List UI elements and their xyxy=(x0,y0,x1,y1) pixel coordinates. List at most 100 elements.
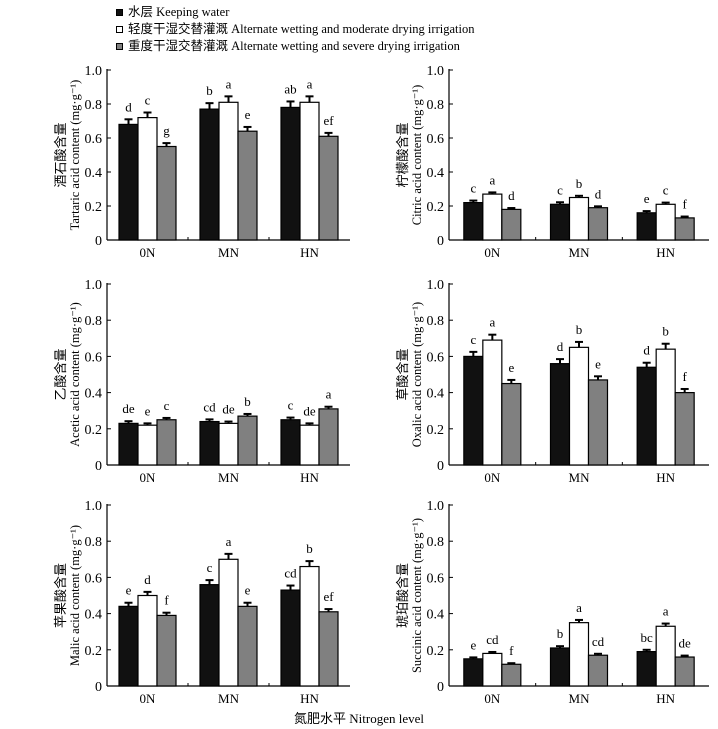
panel-2-bar xyxy=(587,207,609,241)
panel-5-bar xyxy=(199,584,220,687)
panel-1-bar xyxy=(137,116,158,241)
panel-2-x-tick-label: MN xyxy=(569,245,591,260)
panel-6-significance-label: a xyxy=(576,600,582,615)
panel-4-y-tick-label: 0.6 xyxy=(427,350,445,365)
panel-6-significance-label: a xyxy=(663,604,669,619)
panel-6-significance-label: de xyxy=(679,636,692,651)
panel-4-bar xyxy=(549,363,571,466)
panel-5-y-tick-label: 1.0 xyxy=(85,499,103,514)
panel-1-y-label-en: Tartaric acid content (mg·g⁻¹) xyxy=(68,80,82,231)
panel-6-significance-label: cd xyxy=(592,634,605,649)
panel-6-bar xyxy=(463,658,484,687)
panel-3-y-label-en: Acetic acid content (mg·g⁻¹) xyxy=(68,302,82,447)
legend-swatch-black xyxy=(116,9,123,16)
panel-2-y-tick-label: 0.2 xyxy=(427,200,445,215)
panel-4-y-tick-label: 0.8 xyxy=(427,314,445,329)
panel-4-y-tick-label: 0.4 xyxy=(427,387,445,402)
panel-2-y-label-cn: 柠檬酸含量 xyxy=(395,122,410,187)
panel-2-y-tick-label: 1.0 xyxy=(427,64,445,79)
panel-2-bar xyxy=(482,193,503,241)
panel-1-y-tick-label: 0.2 xyxy=(85,200,103,215)
panel-6-y-tick-label: 0 xyxy=(437,680,444,695)
panel-5-y-tick-label: 0 xyxy=(95,680,102,695)
panel-4-bar xyxy=(501,382,522,466)
panel-2-significance-label: d xyxy=(595,186,602,201)
panel-1-x-tick-label: 0N xyxy=(140,245,157,260)
panel-3-significance-label: cd xyxy=(203,399,216,414)
panel-1-y-label-cn: 酒石酸含量 xyxy=(53,122,68,187)
panel-6-bar xyxy=(587,654,609,687)
panel-1-significance-label: c xyxy=(145,93,151,108)
panel-2-x-tick-label: HN xyxy=(656,245,675,260)
panel-3-y-tick-label: 0.4 xyxy=(85,387,103,402)
panel-4-bar xyxy=(674,392,695,466)
panel-4-significance-label: f xyxy=(682,369,687,384)
panel-6-bar xyxy=(655,625,676,687)
panel-6-y-tick-label: 0.6 xyxy=(427,571,445,586)
panel-2-y-tick-label: 0.6 xyxy=(427,132,445,147)
panel-5-bar xyxy=(156,614,177,687)
panel-3-significance-label: a xyxy=(326,387,332,402)
panel-4-bar xyxy=(482,339,503,466)
panel-5-significance-label: b xyxy=(306,541,313,556)
panel-2-significance-label: d xyxy=(508,188,515,203)
panel-6-bar xyxy=(674,656,695,687)
panel-4-bar xyxy=(587,379,609,466)
panel-6-bar xyxy=(636,651,657,687)
panel-3-y-label-cn: 乙酸含量 xyxy=(53,348,68,400)
panel-1-y-tick-label: 0.8 xyxy=(85,98,103,113)
panel-5-bar xyxy=(137,594,158,687)
panel-2-bar xyxy=(501,208,522,241)
panel-1-significance-label: e xyxy=(245,107,251,122)
legend-item-severe-drying: 重度干湿交替灌溉 Alternate wetting and severe dr… xyxy=(116,38,474,55)
panel-1-significance-label: d xyxy=(125,99,132,114)
panel-3-y-tick-label: 0.8 xyxy=(85,314,103,329)
panel-1-bar xyxy=(218,101,239,241)
legend-swatch-gray xyxy=(116,43,123,50)
panel-6-y-label-cn: 琥珀酸含量 xyxy=(395,563,410,628)
panel-6-bar xyxy=(501,663,522,687)
panel-2-y-tick-label: 0 xyxy=(437,234,444,249)
panel-3-bar xyxy=(237,415,258,466)
panel-3-x-tick-label: MN xyxy=(218,470,240,485)
panel-3-y-tick-label: 0.2 xyxy=(85,423,103,438)
panel-1-x-tick-label: MN xyxy=(218,245,240,260)
legend-label: 重度干湿交替灌溉 Alternate wetting and severe dr… xyxy=(128,39,460,53)
panel-5-x-tick-label: 0N xyxy=(140,691,157,706)
panel-1-significance-label: a xyxy=(307,76,313,91)
panel-3-significance-label: de xyxy=(303,403,316,418)
panel-4-y-label-en: Oxalic acid content (mg·g⁻¹) xyxy=(410,302,424,447)
panel-3-bar xyxy=(280,419,301,466)
panel-2-x-tick-label: 0N xyxy=(484,245,501,260)
panel-5-y-label-en: Malic acid content (mg·g⁻¹) xyxy=(68,525,82,666)
panel-6-y-tick-label: 0.4 xyxy=(427,608,445,623)
panel-3-significance-label: c xyxy=(164,398,170,413)
legend-item-keeping-water: 水层 Keeping water xyxy=(116,4,474,21)
panel-2-significance-label: f xyxy=(682,197,687,212)
panel-4-y-label-cn: 草酸含量 xyxy=(395,348,410,400)
panel-2-bar xyxy=(655,203,676,241)
panel-5-significance-label: ef xyxy=(323,589,334,604)
panel-4-significance-label: e xyxy=(508,360,514,375)
panel-5-bar xyxy=(299,565,320,687)
panel-4-significance-label: d xyxy=(557,339,564,354)
panel-4-bar xyxy=(636,366,657,466)
panel-5-significance-label: cd xyxy=(284,566,297,581)
panel-6-significance-label: bc xyxy=(641,630,654,645)
panel-6-significance-label: e xyxy=(470,637,476,652)
panel-4-y-tick-label: 0 xyxy=(437,459,444,474)
panel-2-significance-label: c xyxy=(557,182,563,197)
panel-3-significance-label: de xyxy=(122,401,135,416)
panel-3-significance-label: b xyxy=(244,394,251,409)
panel-3-bar xyxy=(318,408,339,466)
panel-3-x-tick-label: HN xyxy=(300,470,319,485)
panel-3-bar xyxy=(218,422,239,466)
panel-2-bar xyxy=(549,203,571,241)
panel-3-significance-label: e xyxy=(145,403,151,418)
panel-2-significance-label: c xyxy=(470,181,476,196)
panel-5-y-tick-label: 0.4 xyxy=(85,608,103,623)
panel-5-significance-label: c xyxy=(207,560,213,575)
legend-item-moderate-drying: 轻度干湿交替灌溉 Alternate wetting and moderate … xyxy=(116,21,474,38)
panel-4-y-tick-label: 0.2 xyxy=(427,423,445,438)
